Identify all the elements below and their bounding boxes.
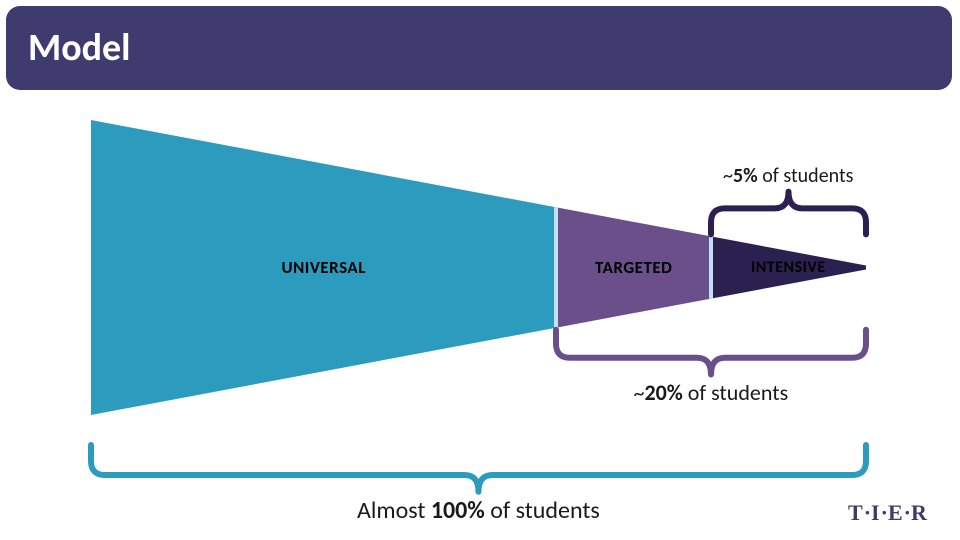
brace-100: [0, 0, 960, 540]
annot-100: Almost 100% of students: [357, 496, 600, 525]
stage: ModelUNIVERSALTARGETEDINTENSIVE~5% of st…: [0, 0, 960, 540]
tier-logo: T·I·E·R: [848, 500, 928, 526]
